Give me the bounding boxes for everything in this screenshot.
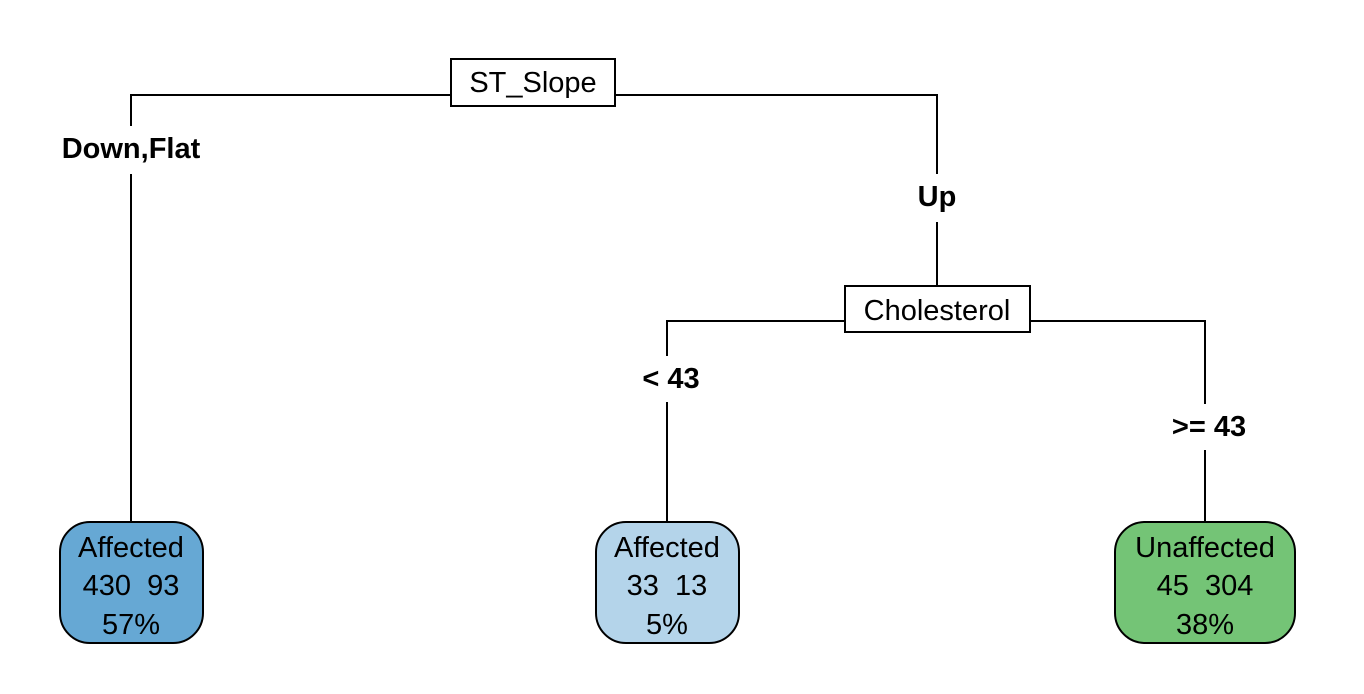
edge-label-less-43: < 43	[642, 363, 699, 395]
leaf-node-1: Affected 430 93 57%	[59, 521, 204, 644]
split-node-root: ST_Slope	[450, 58, 616, 107]
edge-label-geq-43: >= 43	[1172, 411, 1246, 443]
leaf-percent: 38%	[1176, 609, 1234, 641]
leaf-counts: 430 93	[83, 570, 180, 602]
split-label-cholesterol: Cholesterol	[864, 295, 1011, 327]
leaf-percent: 57%	[102, 609, 160, 641]
edge-chol-right	[1030, 320, 1206, 522]
leaf-counts: 33 13	[627, 570, 708, 602]
edge-chol-left	[666, 320, 845, 522]
split-node-cholesterol: Cholesterol	[844, 285, 1031, 333]
leaf-counts: 45 304	[1157, 570, 1254, 602]
leaf-class-label: Affected	[614, 532, 720, 564]
leaf-class-label: Unaffected	[1135, 532, 1275, 564]
edge-root-left	[130, 94, 451, 522]
leaf-node-2: Affected 33 13 5%	[595, 521, 740, 644]
edge-label-up: Up	[918, 181, 957, 213]
tree-edges	[130, 94, 1206, 522]
edge-label-down-flat: Down,Flat	[62, 133, 201, 165]
edge-root-right	[615, 94, 938, 286]
leaf-node-3: Unaffected 45 304 38%	[1114, 521, 1296, 644]
leaf-percent: 5%	[646, 609, 688, 641]
split-label-st-slope: ST_Slope	[469, 67, 596, 99]
leaf-class-label: Affected	[78, 532, 184, 564]
